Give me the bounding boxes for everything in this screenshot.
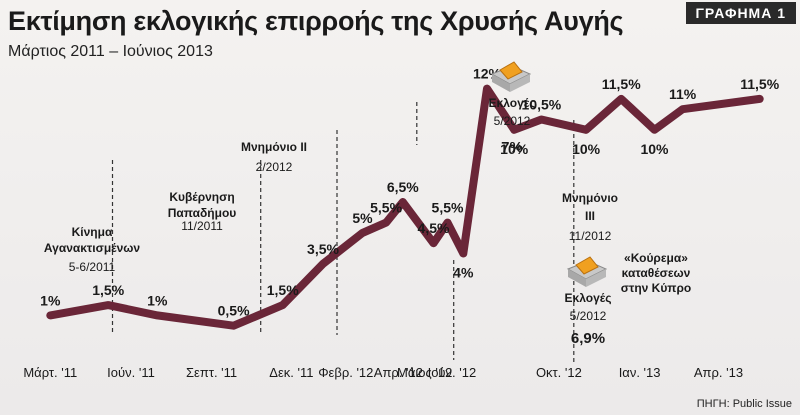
point-label: 5,5%: [432, 200, 464, 216]
x-axis-ticks: Μάρτ. '11 Ιούν. '11 Σεπτ. '11 Δεκ. '11 Φεβρ.…: [23, 365, 743, 380]
point-label: 10%: [640, 141, 669, 157]
point-label: 10%: [500, 141, 529, 157]
point-label: 5,5%: [370, 200, 402, 216]
annotation-memorandum-2-date: 2/2012: [256, 160, 293, 174]
annotation-memorandum-3: Μνημόνιο ΙΙΙ 11/2012: [562, 191, 618, 243]
point-label: 1,5%: [92, 282, 124, 298]
annotation-indignants-date: 5-6/2011: [69, 260, 116, 274]
point-label: 11%: [669, 86, 697, 102]
source-note: ΠΗΓΗ: Public Issue: [696, 398, 792, 410]
point-label: 11,5%: [602, 76, 641, 92]
annotation-elections-june: Εκλογές 5/2012 6,9%: [565, 256, 612, 347]
x-tick-label: Απρ. '12: [374, 365, 423, 380]
point-label: 5%: [352, 210, 373, 226]
annotation-papademos: Κυβέρνηση Παπαδήμου 11/2011: [168, 190, 237, 233]
point-label: 11,5%: [740, 76, 779, 92]
x-tick-label: Φεβρ. '12: [318, 365, 373, 380]
annotation-indignants: Κίνημα Αγανακτισμένων 5-6/2011: [44, 225, 140, 274]
annotation-papademos-date: 11/2011: [181, 219, 223, 233]
point-label: 6,5%: [387, 179, 419, 195]
x-tick-label: Μάρτ. '11: [23, 365, 77, 380]
annotation-memorandum-2: Μνημόνιο ΙΙ 2/2012: [241, 140, 307, 174]
x-tick-label: Ιούν. '12: [428, 365, 477, 380]
x-tick-label: Οκτ. '12: [536, 365, 582, 380]
series-line: [46, 84, 764, 330]
annotation-papademos-label: Κυβέρνηση Παπαδήμου: [168, 190, 237, 220]
annotation-elections-may-label: Εκλογές: [489, 96, 536, 110]
annotation-elections-june-label: Εκλογές: [565, 291, 612, 305]
figure-badge: ΓΡΑΦΗΜΑ 1: [685, 2, 796, 24]
point-label: 10,5%: [522, 97, 562, 113]
point-label: 4,5%: [418, 220, 450, 236]
x-tick-label: Σεπτ. '11: [186, 365, 237, 380]
annotation-indignants-label: Κίνημα Αγανακτισμένων: [44, 225, 140, 255]
annotation-elections-may: Εκλογές 5/2012 7%: [489, 61, 536, 156]
ballot-box-icon: [490, 61, 532, 92]
annotation-memorandum-3-label: Μνημόνιο ΙΙΙ: [562, 191, 618, 223]
point-label: 1%: [147, 292, 168, 308]
ballot-box-icon: [566, 256, 608, 287]
annotation-memorandum-2-label: Μνημόνιο ΙΙ: [241, 140, 307, 154]
point-label: 10%: [572, 141, 601, 157]
point-label: 4%: [453, 265, 474, 281]
point-label: 3,5%: [307, 241, 339, 257]
annotation-cyprus-label: «Κούρεμα» καταθέσεων στην Κύπρο: [621, 251, 692, 295]
annotation-elections-may-value: 7%: [501, 139, 523, 156]
point-label: 1%: [40, 292, 61, 308]
x-tick-label: Ιαν. '13: [619, 365, 661, 380]
annotation-cyprus: «Κούρεμα» καταθέσεων στην Κύπρο: [621, 251, 692, 295]
x-tick-label: Απρ. '13: [694, 365, 743, 380]
x-tick-label: Δεκ. '11: [269, 365, 313, 380]
x-tick-label: Ιούν. '11: [107, 365, 155, 380]
annotation-memorandum-3-date: 11/2012: [569, 229, 612, 243]
annotation-elections-june-date: 5/2012: [570, 309, 607, 323]
chart-subtitle: Μάρτιος 2011 – Ιούνιος 2013: [8, 43, 213, 60]
x-tick-label: Μάιος '12: [397, 365, 452, 380]
annotation-elections-june-value: 6,9%: [571, 330, 605, 347]
annotation-dividers: [111, 102, 575, 365]
chart-title: Εκτίμηση εκλογικής επιρροής της Χρυσής Α…: [8, 6, 624, 36]
annotation-elections-may-date: 5/2012: [494, 114, 531, 128]
point-label: 0,5%: [218, 303, 250, 319]
point-label: 1,5%: [267, 282, 299, 298]
point-labels: 1%1,5%1%0,5%1,5%3,5%5%5,5%6,5%4,5%5,5%4%…: [40, 66, 780, 319]
